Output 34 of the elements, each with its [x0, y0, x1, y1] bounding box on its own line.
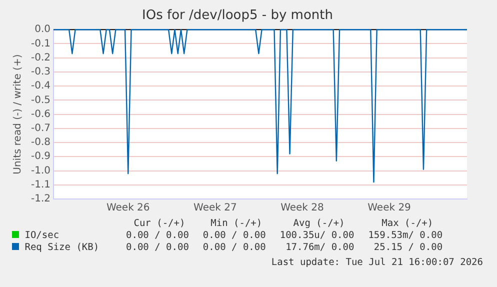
- text: 0.00 / 0.00: [125, 230, 189, 242]
- y-axis-title: Units read (-) / write (+): [12, 54, 24, 174]
- text: 0.00 / 0.00: [125, 242, 189, 254]
- legend-label: IO/sec: [24, 230, 60, 242]
- y-tick-label: -0.6: [30, 108, 51, 120]
- text: 100.35u/ 0.00: [278, 230, 354, 242]
- text: Avg (-/+): [292, 218, 346, 230]
- x-tick-label: Week 26: [106, 202, 150, 214]
- y-tick-label: -0.4: [30, 80, 51, 92]
- chart-title: IOs for /dev/loop5 - by month: [142, 8, 333, 24]
- y-tick-label: -0.9: [30, 151, 51, 162]
- x-tick-label: Week 29: [368, 202, 411, 214]
- y-tick-label: -0.5: [30, 94, 51, 106]
- y-tick-label: -0.1: [30, 38, 51, 50]
- text: Max (-/+): [380, 218, 434, 230]
- text: 0.00 / 0.00: [202, 230, 266, 242]
- text: 0.00 / 0.00: [202, 242, 266, 254]
- text: 25.15 / 0.00: [372, 242, 443, 254]
- y-tick-label: 0.0: [34, 24, 51, 36]
- legend-label: Req Size (KB): [24, 242, 100, 254]
- y-tick-label: -1.1: [30, 179, 51, 190]
- y-tick-label: -1.2: [30, 194, 51, 205]
- x-tick-label: Week 27: [194, 202, 237, 214]
- text: 159.53m/ 0.00: [367, 230, 443, 242]
- y-tick-label: -0.2: [30, 52, 51, 64]
- text: Last update: Tue Jul 21 16:00:07 2026: [271, 257, 483, 268]
- y-tick-label: -0.8: [30, 137, 51, 148]
- text: Cur (-/+): [132, 218, 186, 230]
- y-tick-label: -0.3: [30, 66, 51, 78]
- y-tick-label: -1.0: [30, 165, 51, 176]
- y-tick-label: -0.7: [30, 123, 51, 134]
- x-tick-label: Week 28: [280, 202, 324, 214]
- text: 17.76m/ 0.00: [284, 242, 354, 254]
- text: Min (-/+): [210, 218, 264, 230]
